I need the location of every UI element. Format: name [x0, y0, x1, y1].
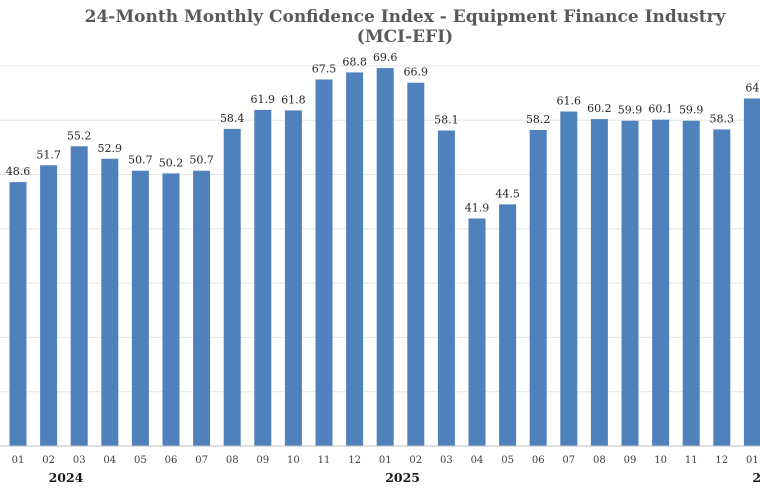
x-tick-label: 12	[715, 455, 728, 466]
data-label: 66.9	[404, 66, 429, 79]
x-tick-label: 07	[195, 455, 208, 466]
x-tick-label: 05	[134, 455, 147, 466]
x-tick-label: 09	[624, 455, 637, 466]
x-tick-label: 08	[226, 455, 239, 466]
x-tick-label: 01	[12, 455, 25, 466]
data-label: 61.6	[557, 95, 582, 108]
bar	[743, 98, 760, 446]
bar	[529, 129, 547, 446]
bar	[284, 110, 302, 447]
x-tick-label: 06	[165, 455, 178, 466]
bar	[315, 79, 333, 446]
x-tick-label: 11	[685, 455, 698, 466]
data-label: 59.9	[679, 104, 704, 117]
data-label: 59.9	[618, 104, 643, 117]
x-tick-label: 10	[654, 455, 667, 466]
bar	[254, 109, 272, 447]
data-label: 60.2	[587, 102, 612, 115]
bar	[70, 146, 88, 446]
bar	[682, 120, 700, 447]
x-tick-label: 10	[287, 455, 300, 466]
data-labels: 48.6 51.7 55.2 52.9 50.7 50.2 50.7 58.4 61.9 61.8…	[6, 51, 760, 214]
bar	[407, 82, 425, 446]
bar	[101, 158, 119, 447]
data-label: 58.4	[220, 112, 245, 125]
year-label: 2026	[752, 470, 760, 485]
data-label: 51.7	[36, 148, 61, 161]
year-labels: 2024 2025 2026	[49, 470, 760, 485]
x-tick-label: 09	[256, 455, 269, 466]
x-tick-label: 01	[379, 455, 392, 466]
x-tick-label: 06	[532, 455, 545, 466]
bar	[437, 130, 455, 446]
x-tick-label: 07	[562, 455, 575, 466]
x-tick-labels: 01 02 03 04 05 06 07 08 09 10 11 12 01 02 03 04 05 06 07 08…	[12, 455, 759, 466]
bar	[9, 182, 27, 447]
bar	[223, 128, 241, 446]
bar	[621, 120, 639, 447]
bar	[713, 129, 731, 446]
x-tick-label: 02	[42, 455, 55, 466]
data-label: 48.6	[6, 165, 31, 178]
x-tick-label: 08	[593, 455, 606, 466]
data-label: 52.9	[98, 142, 123, 155]
data-label: 55.2	[67, 129, 92, 142]
data-label: 50.2	[159, 156, 184, 169]
data-label: 44.5	[495, 187, 520, 200]
x-tick-label: 01	[746, 455, 759, 466]
year-label: 2025	[385, 470, 420, 485]
year-label: 2024	[49, 470, 84, 485]
bar	[162, 173, 180, 446]
bar	[131, 170, 149, 446]
chart-title-line1: 24-Month Monthly Confidence Index - Equi…	[85, 7, 727, 27]
x-tick-label: 04	[471, 455, 484, 466]
data-label: 50.7	[189, 154, 214, 167]
chart-title-line2: (MCI-EFI)	[357, 27, 453, 47]
data-label: 61.8	[281, 93, 306, 106]
data-label: 58.1	[434, 114, 459, 127]
data-label: 41.9	[465, 201, 490, 214]
bar	[468, 218, 486, 446]
bar	[193, 170, 211, 446]
data-label: 67.5	[312, 62, 337, 75]
data-label: 50.7	[128, 154, 153, 167]
x-tick-label: 02	[409, 455, 422, 466]
bar	[560, 111, 578, 447]
data-label: 60.1	[648, 103, 673, 116]
bar	[652, 119, 670, 447]
bar	[346, 72, 364, 446]
data-label: 64	[745, 81, 759, 94]
data-label: 58.3	[710, 112, 735, 125]
x-tick-label: 03	[440, 455, 453, 466]
bar	[590, 119, 608, 446]
data-label: 68.8	[342, 55, 367, 68]
bar	[40, 165, 58, 447]
x-tick-label: 04	[103, 455, 116, 466]
data-label: 58.2	[526, 113, 551, 126]
data-label: 69.6	[373, 51, 398, 64]
x-tick-label: 03	[73, 455, 86, 466]
data-label: 61.9	[251, 93, 276, 106]
bar	[376, 68, 394, 447]
x-tick-label: 12	[348, 455, 361, 466]
x-tick-label: 05	[501, 455, 514, 466]
bar-series	[9, 68, 760, 447]
x-tick-label: 11	[318, 455, 331, 466]
bar	[499, 204, 517, 446]
